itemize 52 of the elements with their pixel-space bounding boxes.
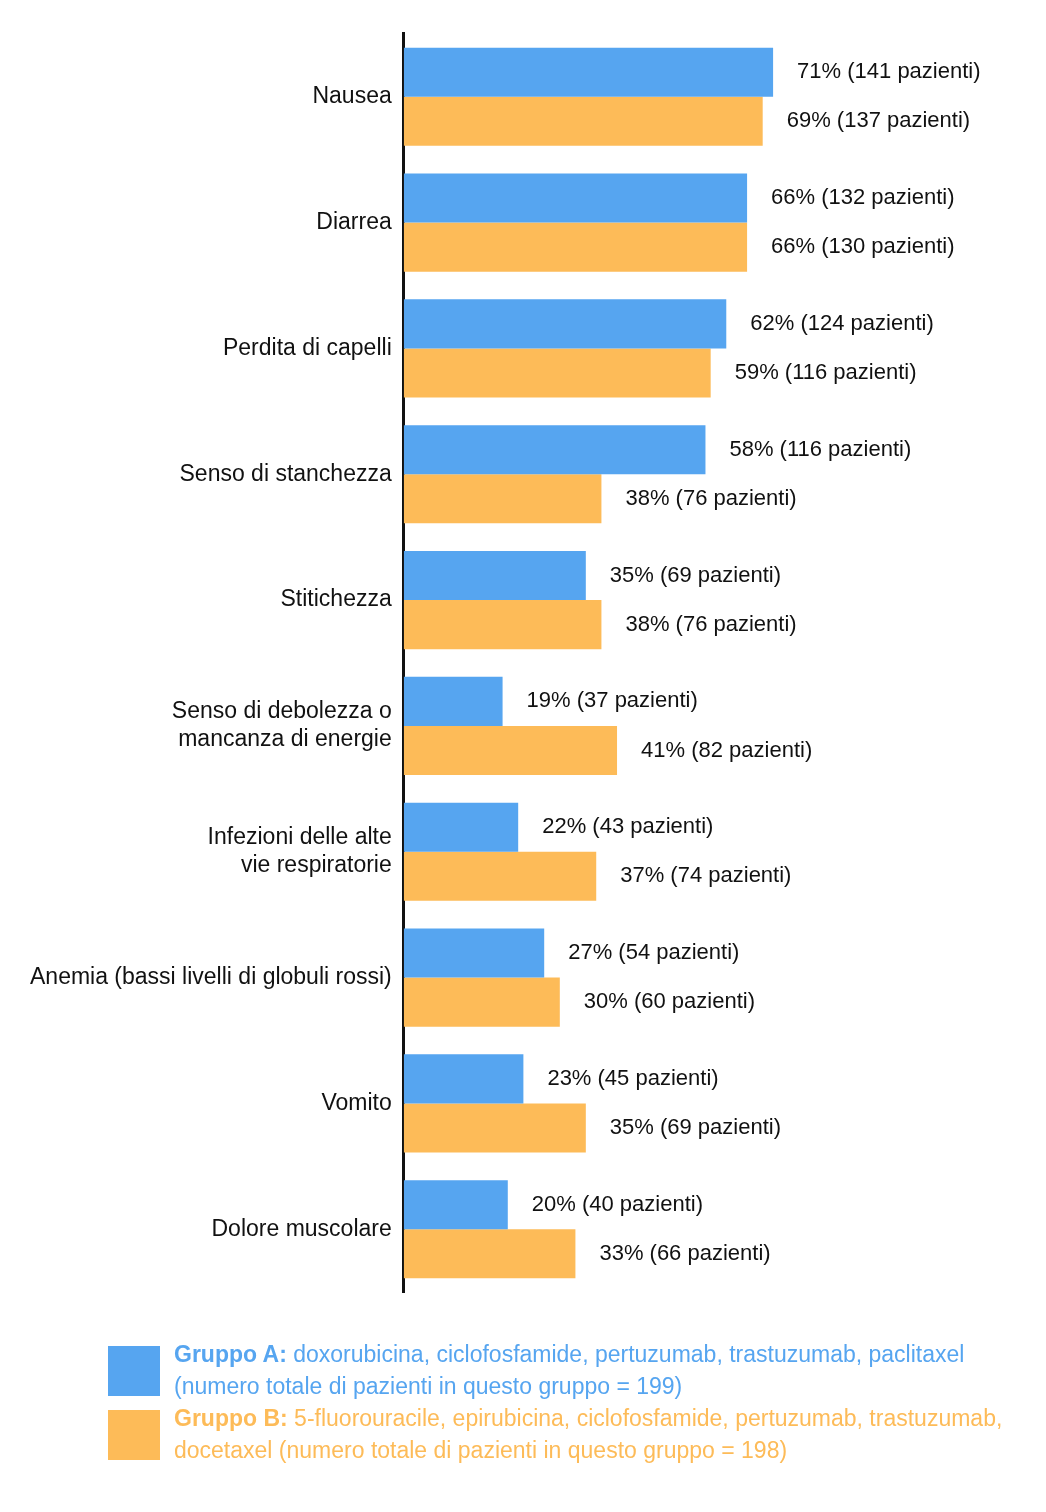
data-label: 62% (124 pazienti) — [750, 309, 934, 335]
y-tick-label: Anemia (bassi livelli di globuli rossi) — [29, 962, 392, 989]
bar — [403, 474, 602, 524]
data-label: 58% (116 pazienti) — [729, 435, 912, 461]
bar — [403, 425, 706, 475]
bar — [403, 928, 545, 978]
y-tick-label: Diarrea — [316, 207, 392, 234]
y-tick-label: Dolore muscolare — [211, 1214, 392, 1241]
legend-label: Gruppo A: doxorubicina, ciclofosfamide, pertuzumab, trastuzumab, paclitaxel (numero totale di pazienti in questo gruppo = 199) — [174, 1341, 965, 1399]
data-label: 30% (60 pazienti) — [583, 988, 756, 1014]
y-tick-label: Vomito — [321, 1088, 392, 1115]
y-tick-label: Nausea — [312, 82, 392, 109]
data-label: 35% (69 pazienti) — [609, 561, 782, 587]
data-label: 19% (37 pazienti) — [526, 687, 698, 713]
bar — [403, 348, 711, 398]
legend-label: Gruppo B: 5-fluorouracile, epirubicina, ciclofosfamide, pertuzumab, trastuzumab, docetaxel (numero totale di pazienti in questo gruppo = 198) — [174, 1405, 1003, 1463]
bar — [403, 725, 618, 775]
data-label: 35% (69 pazienti) — [609, 1114, 782, 1140]
bar — [403, 1229, 576, 1279]
data-label: 38% (76 pazienti) — [625, 484, 797, 510]
bar — [403, 173, 748, 223]
bar — [403, 1103, 586, 1153]
bar — [403, 676, 503, 726]
y-tick-label: Perdita di capelli — [222, 333, 392, 360]
bar — [403, 600, 602, 650]
data-label: 27% (54 pazienti) — [568, 939, 740, 965]
data-label: 69% (137 pazienti) — [786, 107, 971, 133]
bar — [403, 299, 727, 349]
bar — [403, 977, 560, 1027]
y-tick-label: Senso di stanchezza — [179, 459, 392, 486]
data-label: 33% (66 pazienti) — [599, 1239, 771, 1265]
bar — [403, 1180, 508, 1230]
bar — [403, 47, 774, 97]
bar — [403, 222, 748, 272]
bar — [403, 96, 763, 146]
data-label: 37% (74 pazienti) — [620, 862, 792, 888]
data-label: 59% (116 pazienti) — [734, 359, 917, 384]
y-tick-label: Stitichezza — [280, 585, 392, 612]
data-label: 66% (132 pazienti) — [771, 184, 955, 210]
bar — [403, 851, 597, 901]
data-label: 66% (130 pazienti) — [771, 233, 955, 259]
bar — [403, 802, 519, 852]
data-label: 38% (76 pazienti) — [625, 610, 797, 636]
bar — [403, 551, 586, 601]
data-label: 20% (40 pazienti) — [531, 1190, 704, 1216]
y-tick-label: Senso di debolezza o mancanza di energie — [171, 697, 392, 752]
data-label: 23% (45 pazienti) — [547, 1064, 719, 1090]
data-label: 22% (43 pazienti) — [542, 813, 714, 839]
data-label: 41% (82 pazienti) — [641, 736, 813, 762]
y-tick-label: Infezioni delle alte vie respiratorie — [207, 823, 392, 877]
data-label: 71% (141 pazienti) — [797, 58, 981, 84]
bar — [403, 1054, 524, 1104]
